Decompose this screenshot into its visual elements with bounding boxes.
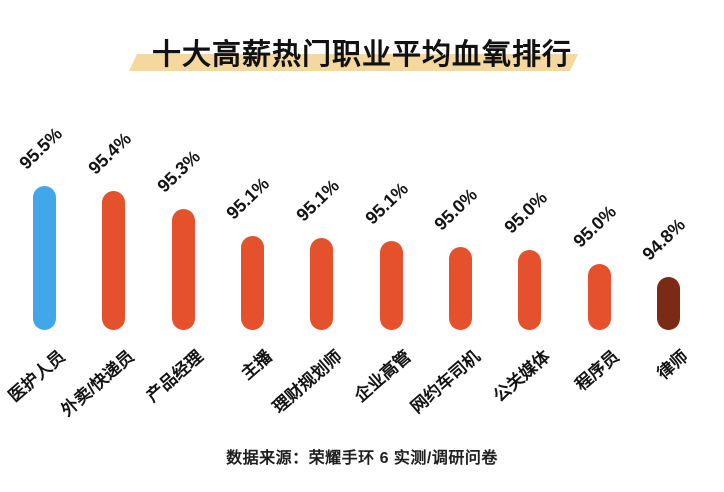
bar-value-label: 95.5% xyxy=(14,123,66,174)
bar-chart-plot-area: 95.5% 医护人员 95.4% 外卖/快递员 95.3% 产品经理 95.1% 主播 95.1… xyxy=(0,100,724,430)
bar-value-label: 95.1% xyxy=(292,175,343,226)
bar-value-label: 94.8% xyxy=(638,214,690,265)
bar xyxy=(240,236,264,330)
bar-value-label: 95.0% xyxy=(569,201,621,252)
chart-header: 十大高薪热门职业平均血氧排行 xyxy=(0,0,724,90)
data-source-caption: 数据来源：荣耀手环 6 实测/调研问卷 xyxy=(226,450,498,467)
bar-value-label: 95.1% xyxy=(222,173,274,224)
bar xyxy=(379,241,403,330)
bar xyxy=(587,264,611,330)
bar-value-label: 95.0% xyxy=(430,184,482,235)
chart-title: 十大高薪热门职业平均血氧排行 xyxy=(151,39,572,71)
bar-value-label: 95.4% xyxy=(84,128,135,179)
bar xyxy=(448,247,472,330)
bar-value-label: 95.3% xyxy=(153,146,205,197)
bar xyxy=(33,186,56,330)
bar-value-label: 95.1% xyxy=(361,178,413,229)
bar xyxy=(310,238,334,330)
bar xyxy=(656,277,680,330)
bar-value-label: 95.0% xyxy=(500,187,551,238)
bar xyxy=(518,250,542,330)
bar xyxy=(102,191,126,330)
bar xyxy=(171,209,195,330)
